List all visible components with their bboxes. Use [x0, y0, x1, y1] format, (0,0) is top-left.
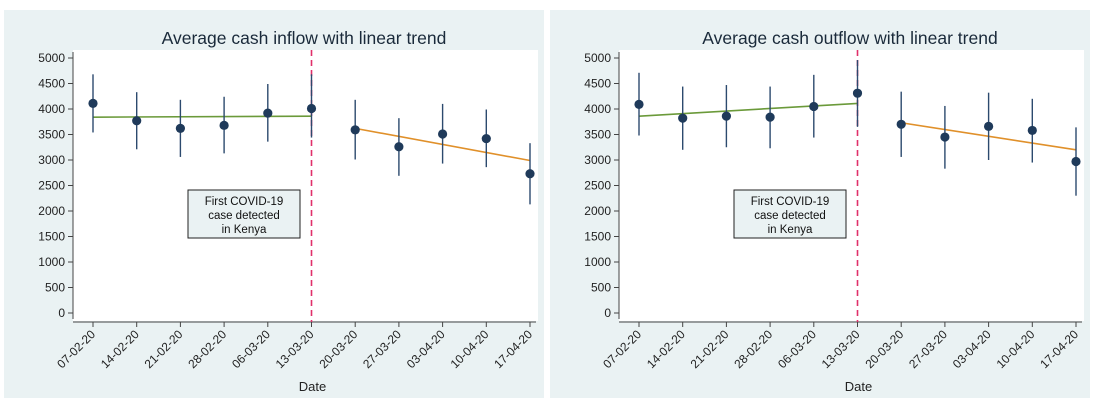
annotation-text-line: First COVID-19: [751, 196, 830, 208]
data-point: [394, 142, 404, 152]
annotation-text-line: case detected: [754, 210, 826, 222]
x-tick-label: 28-02-20: [731, 327, 775, 371]
data-point: [1027, 125, 1037, 136]
trend-line-pre: [638, 102, 858, 117]
annotation-text-line: in Kenya: [768, 224, 813, 236]
plot-area: [73, 50, 538, 321]
trend-line-pre: [92, 115, 312, 118]
data-point: [263, 108, 273, 118]
x-tick-label: 06-03-20: [775, 327, 819, 371]
data-point: [852, 88, 863, 98]
x-tick-label: 13-03-20: [819, 327, 863, 371]
data-point: [175, 123, 185, 133]
x-tick-label: 14-02-20: [98, 327, 142, 371]
data-point: [721, 111, 731, 121]
data-point: [525, 169, 535, 179]
y-tick-label: 3000: [38, 153, 65, 167]
y-tick-label: 1000: [38, 255, 65, 269]
data-point: [306, 103, 317, 114]
x-tick-label: 28-02-20: [185, 327, 229, 371]
y-tick-label: 3000: [584, 153, 611, 167]
x-tick-label: 10-04-20: [994, 327, 1038, 371]
x-axis-title: Date: [299, 379, 326, 394]
y-tick-label: 0: [58, 306, 65, 320]
x-tick-label: 07-02-20: [600, 327, 644, 371]
y-tick-label: 3500: [38, 128, 65, 142]
y-tick-label: 500: [591, 281, 611, 295]
x-tick-label: 17-04-20: [1037, 327, 1081, 371]
inflow-chart: Average cash inflow with linear trend 0 50…: [38, 28, 538, 394]
annotation-box: [187, 189, 301, 239]
y-tick-label: 3500: [584, 128, 611, 142]
x-tick-label: 20-03-20: [316, 327, 360, 371]
data-point: [350, 125, 360, 135]
annotation-text-line: case detected: [208, 210, 280, 222]
outflow-chart: Average cash outflow with linear trend 0 5…: [584, 28, 1084, 394]
plot-area: [619, 50, 1084, 321]
y-tick-label: 4000: [584, 102, 611, 116]
data-point: [219, 120, 229, 130]
x-tick-label: 17-04-20: [491, 327, 535, 371]
x-tick-label: 14-02-20: [644, 327, 688, 371]
x-tick-label: 03-04-20: [404, 327, 448, 371]
annotation-text-line: First COVID-19: [205, 196, 284, 208]
data-point: [438, 129, 448, 139]
x-tick-label: 10-04-20: [448, 327, 492, 371]
data-point: [940, 132, 950, 142]
x-tick-label: 07-02-20: [54, 327, 98, 371]
x-tick-label: 27-03-20: [906, 327, 950, 371]
y-tick-label: 1000: [584, 255, 611, 269]
x-tick-label: 27-03-20: [360, 327, 404, 371]
data-point: [481, 133, 491, 144]
data-point: [809, 101, 819, 112]
y-tick-label: 5000: [584, 51, 611, 65]
x-tick-label: 21-02-20: [688, 327, 732, 371]
x-axis-title: Date: [845, 379, 872, 394]
data-point: [634, 99, 644, 110]
data-point: [132, 116, 142, 126]
data-point: [88, 98, 98, 108]
y-tick-label: 1500: [584, 230, 611, 244]
y-tick-label: 2000: [584, 204, 611, 218]
y-tick-label: 2500: [38, 179, 65, 193]
inflow-chart-panel: Average cash inflow with linear trend 0 50…: [4, 10, 544, 398]
y-tick-label: 2000: [38, 204, 65, 218]
x-tick-label: 13-03-20: [273, 327, 317, 371]
x-tick-label: 03-04-20: [950, 327, 994, 371]
x-tick-label: 06-03-20: [229, 327, 273, 371]
y-tick-label: 2500: [584, 179, 611, 193]
y-tick-label: 5000: [38, 51, 65, 65]
y-tick-label: 4000: [38, 102, 65, 116]
y-tick-label: 500: [45, 281, 65, 295]
annotation-box: [733, 189, 847, 239]
outflow-chart-panel: Average cash outflow with linear trend 0 5…: [550, 10, 1090, 398]
data-point: [1071, 156, 1081, 167]
data-point: [896, 119, 906, 129]
chart-title: Average cash outflow with linear trend: [702, 28, 997, 48]
chart-title: Average cash inflow with linear trend: [162, 28, 447, 48]
y-tick-label: 0: [604, 306, 611, 320]
y-tick-label: 4500: [584, 77, 611, 91]
x-tick-label: 21-02-20: [142, 327, 186, 371]
y-tick-label: 4500: [38, 77, 65, 91]
data-point: [984, 121, 994, 131]
x-tick-label: 20-03-20: [862, 327, 906, 371]
annotation-text-line: in Kenya: [222, 224, 267, 236]
data-point: [678, 113, 688, 123]
y-tick-label: 1500: [38, 230, 65, 244]
data-point: [765, 112, 775, 122]
